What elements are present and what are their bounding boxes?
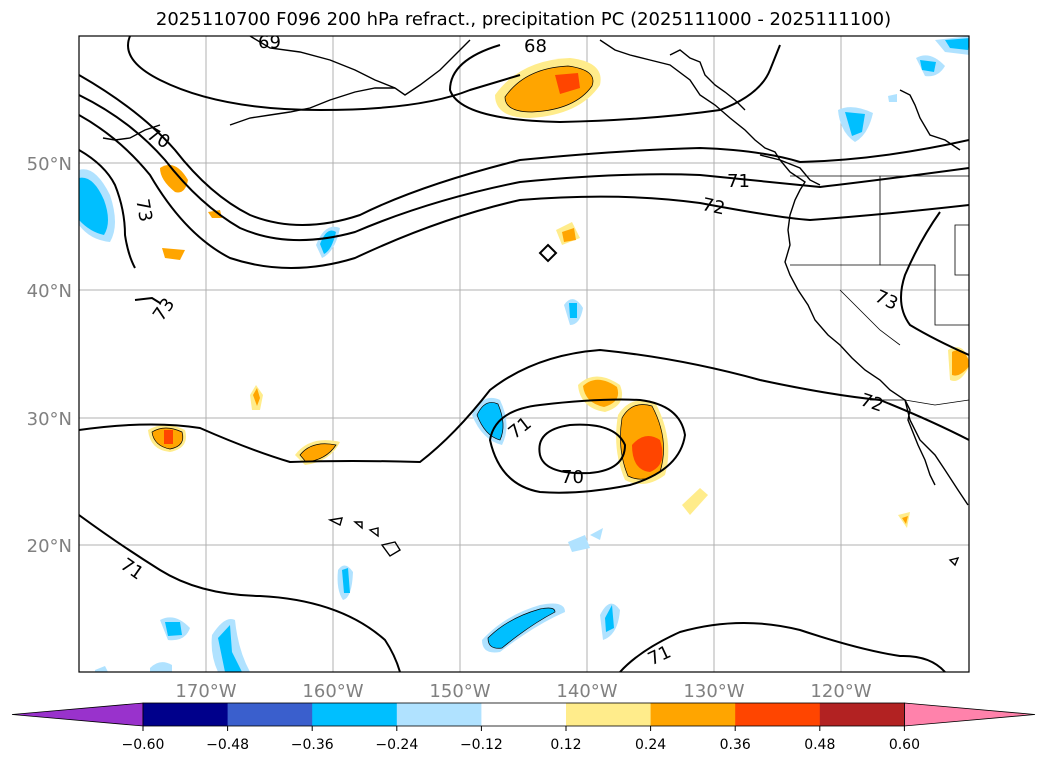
contour-label: 72 — [858, 389, 886, 416]
colorbar-tick-label: −0.60 — [122, 737, 165, 753]
refractivity-contours — [79, 36, 969, 672]
colorbar-segment — [735, 703, 821, 726]
latitude-labels: 50°N 40°N 30°N 20°N — [27, 154, 72, 557]
contour-label: 71 — [727, 171, 750, 192]
colorbar-tick-label: −0.24 — [375, 737, 418, 753]
colorbar-frame — [142, 702, 905, 727]
contour-label: 71 — [645, 641, 675, 670]
contour-label: 69 — [258, 32, 281, 53]
lon-label: 140°W — [556, 681, 617, 702]
colorbar-extend-low — [11, 702, 144, 727]
contour-labels: 69 68 70 71 72 73 73 71 71 70 72 73 71 — [116, 32, 901, 670]
colorbar-segment — [650, 703, 736, 726]
contour-label: 72 — [700, 194, 727, 219]
lat-label: 30°N — [27, 409, 72, 430]
colorbar-segment — [312, 703, 398, 726]
colorbar-tick-label: −0.48 — [206, 737, 249, 753]
colorbar-tick-label: −0.36 — [291, 737, 334, 753]
coastlines — [102, 36, 969, 567]
lon-label: 150°W — [429, 681, 490, 702]
colorbar-segment — [143, 703, 229, 726]
colorbar-segment — [396, 703, 482, 726]
lon-label: 130°W — [683, 681, 744, 702]
political-borders — [790, 175, 969, 406]
contour-label: 70 — [143, 124, 173, 154]
colorbar-segment — [227, 703, 313, 726]
map-frame — [78, 35, 970, 673]
contour-label: 68 — [524, 36, 547, 57]
colorbar-tick-label: 0.60 — [889, 737, 920, 753]
colorbar-segment — [481, 703, 567, 726]
colorbar-tick-label: 0.48 — [804, 737, 835, 753]
lat-label: 40°N — [27, 281, 72, 302]
longitude-labels: 170°W 160°W 150°W 140°W 130°W 120°W — [175, 681, 871, 702]
colorbar-extend-high — [904, 702, 1036, 727]
graticule — [79, 36, 969, 672]
colorbar-tick-label: 0.36 — [720, 737, 751, 753]
colorbar-tick-label: −0.12 — [460, 737, 503, 753]
colorbar-tick-label: 0.12 — [550, 737, 581, 753]
lat-label: 50°N — [27, 154, 72, 175]
colorbar-tick-label: 0.24 — [635, 737, 666, 753]
lon-label: 170°W — [175, 681, 236, 702]
lon-label: 120°W — [810, 681, 871, 702]
colorbar-segment — [819, 703, 905, 726]
colorbar: −0.60 −0.48 −0.36 −0.24 −0.12 0.12 0.24 0.36 0.4… — [11, 702, 1036, 753]
contour-label: 70 — [561, 467, 584, 488]
colorbar-segment — [566, 703, 652, 726]
lon-label: 160°W — [302, 681, 363, 702]
contour-label: 73 — [131, 197, 156, 223]
lat-label: 20°N — [27, 536, 72, 557]
precip-negative-areas — [79, 36, 969, 672]
precip-positive-areas — [148, 58, 969, 528]
chart-title: 2025110700 F096 200 hPa refract., precip… — [155, 9, 892, 30]
patch-outlines — [151, 65, 664, 649]
